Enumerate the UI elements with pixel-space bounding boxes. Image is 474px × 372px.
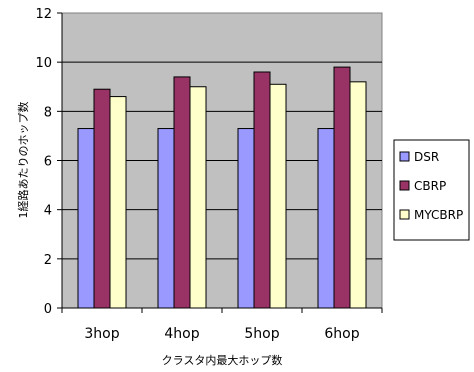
bar-mycbrp-5hop	[269, 83, 287, 309]
bar-cbrp-4hop	[173, 76, 191, 309]
x-category-label: 3hop	[84, 326, 119, 342]
bars	[77, 66, 367, 309]
y-tick-label: 8	[44, 105, 52, 120]
bar-dsr-6hop	[317, 128, 335, 309]
x-category-label: 5hop	[244, 326, 279, 342]
bar-mycbrp-3hop	[109, 96, 127, 309]
bar-dsr-4hop	[157, 128, 175, 309]
y-tick-label: 0	[44, 302, 52, 317]
y-tick-label: 2	[44, 253, 52, 268]
legend-label-dsr: DSR	[414, 150, 439, 164]
legend-items: DSR CBRP MYCBRP	[399, 150, 463, 222]
bar-cbrp-3hop	[93, 88, 111, 309]
legend-swatch-mycbrp	[399, 209, 410, 220]
bar-dsr-3hop	[77, 128, 95, 309]
legend: DSR CBRP MYCBRP	[393, 139, 470, 241]
y-axis-label: 1経路あたりのホップ数	[17, 102, 30, 219]
y-tick-label: 10	[35, 56, 52, 71]
y-tick-labels: 0 2 4 6 8 10 12	[35, 7, 52, 317]
bar-cbrp-6hop	[333, 66, 351, 309]
bar-cbrp-5hop	[253, 71, 271, 309]
legend-label-mycbrp: MYCBRP	[414, 208, 463, 222]
x-category-label: 4hop	[164, 326, 199, 342]
y-tick-label: 12	[35, 7, 52, 22]
axes	[57, 12, 383, 313]
x-category-label: 6hop	[324, 326, 359, 342]
bar-mycbrp-4hop	[189, 86, 207, 309]
y-tick-label: 4	[44, 204, 52, 219]
legend-label-cbrp: CBRP	[414, 179, 446, 193]
x-category-labels: 3hop 4hop 5hop 6hop	[84, 326, 359, 342]
legend-swatch-dsr	[399, 151, 410, 162]
bar-dsr-5hop	[237, 128, 255, 309]
y-tick-label: 6	[44, 155, 52, 170]
x-axis-label: クラスタ内最大ホップ数	[162, 353, 283, 367]
bar-mycbrp-6hop	[349, 81, 367, 309]
legend-swatch-cbrp	[399, 180, 410, 191]
